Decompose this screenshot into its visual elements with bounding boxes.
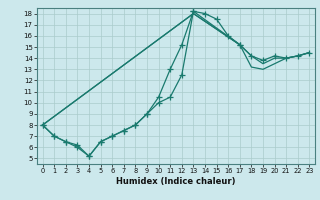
X-axis label: Humidex (Indice chaleur): Humidex (Indice chaleur) [116, 177, 236, 186]
